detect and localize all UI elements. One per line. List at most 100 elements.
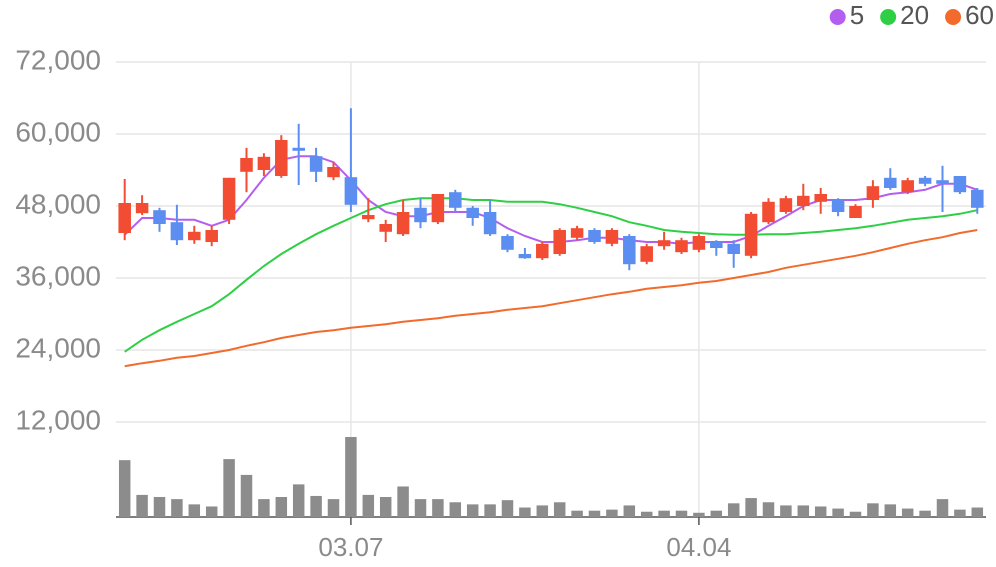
y-tick-label: 12,000: [15, 404, 101, 435]
volume-bar: [901, 508, 914, 517]
candle-body: [205, 230, 218, 242]
y-tick-label: 36,000: [15, 260, 101, 291]
volume-bar: [606, 509, 618, 517]
candle-body: [501, 236, 514, 250]
legend-label: 5: [850, 0, 864, 30]
volume-bar: [971, 507, 984, 517]
volume-bar: [223, 459, 235, 517]
candle-body: [936, 180, 949, 184]
volume-bar: [466, 504, 479, 517]
candle-body: [483, 212, 497, 235]
volume-bar: [449, 502, 462, 517]
volume-bar: [658, 510, 670, 517]
volume-bar: [954, 509, 966, 517]
volume-bar: [501, 500, 514, 517]
candle-body: [657, 240, 671, 247]
candle-body: [118, 203, 131, 233]
volume-bar: [136, 494, 148, 517]
candle-body: [466, 207, 479, 218]
volume-bar: [258, 499, 270, 517]
candle-body: [849, 206, 862, 218]
legend-marker: [945, 9, 962, 25]
volume-bar: [727, 503, 740, 517]
volume-bar: [327, 499, 340, 517]
volume-bar: [623, 505, 636, 517]
candle-body: [762, 201, 775, 223]
candle-body: [779, 198, 793, 212]
candle-body: [188, 231, 201, 241]
volume-bar: [362, 494, 375, 517]
candle-body: [588, 230, 601, 242]
candle-body: [623, 236, 636, 265]
volume-bar: [814, 506, 827, 517]
legend-label: 20: [900, 0, 929, 30]
legend-marker: [880, 9, 897, 25]
candle-body: [257, 156, 271, 170]
volume-bar: [205, 506, 218, 517]
candle-body: [309, 156, 323, 172]
volume-bar: [484, 504, 496, 517]
candle-body: [710, 242, 723, 248]
y-tick-label: 60,000: [15, 116, 101, 147]
volume-bar: [693, 512, 705, 517]
y-tick-label: 24,000: [15, 332, 101, 363]
y-tick-label: 48,000: [15, 188, 101, 219]
volume-bar: [188, 504, 201, 517]
volume-bar: [936, 499, 949, 517]
candle-body: [797, 195, 810, 206]
volume-bar: [519, 507, 531, 517]
volume-bar: [240, 474, 253, 517]
volume-bar: [536, 505, 549, 517]
volume-bar: [553, 502, 566, 517]
volume-bar: [797, 505, 810, 517]
candle-body: [135, 203, 149, 214]
candle-body: [553, 230, 566, 254]
volume-bar: [588, 510, 601, 517]
volume-bar: [414, 499, 427, 517]
volume-bar: [571, 510, 583, 517]
candle-body: [396, 212, 410, 235]
candle-body: [414, 207, 427, 223]
candle-body: [518, 254, 532, 259]
volume-bar: [292, 484, 305, 517]
candle-body: [953, 176, 967, 193]
candle-body: [536, 243, 549, 259]
candle-body: [275, 140, 288, 176]
candle-body: [153, 210, 166, 224]
volume-bar: [710, 510, 723, 517]
candle-body: [971, 189, 984, 208]
legend-label: 60: [965, 0, 994, 30]
volume-bar: [849, 511, 862, 517]
candle-body: [901, 180, 914, 193]
candle-body: [362, 215, 375, 220]
legend-marker: [829, 9, 846, 25]
candle-body: [727, 243, 740, 254]
candle-body: [675, 240, 688, 253]
volume-bar: [919, 510, 931, 517]
candle-body: [692, 236, 706, 250]
candle-body: [605, 230, 619, 244]
candle-body: [292, 147, 305, 151]
x-tick-label: 04.04: [666, 532, 731, 562]
volume-bar: [345, 437, 357, 517]
candle-body: [344, 177, 358, 205]
volume-bar: [884, 504, 897, 517]
candle-body: [640, 246, 653, 262]
volume-bar: [675, 510, 688, 517]
volume-bar: [745, 498, 757, 517]
candle-body: [327, 167, 340, 178]
candle-body: [918, 177, 932, 184]
volume-bar: [397, 486, 409, 517]
volume-bar: [118, 460, 131, 517]
volume-bar: [432, 499, 444, 517]
candle-body: [449, 192, 462, 208]
volume-bar: [780, 505, 792, 517]
candle-body: [431, 194, 445, 223]
candle-body: [831, 200, 845, 212]
volume-bar: [310, 495, 322, 517]
candle-body: [379, 224, 392, 232]
moving-average-line: [124, 229, 978, 368]
candle-body: [570, 228, 584, 238]
candle-body: [170, 222, 184, 241]
